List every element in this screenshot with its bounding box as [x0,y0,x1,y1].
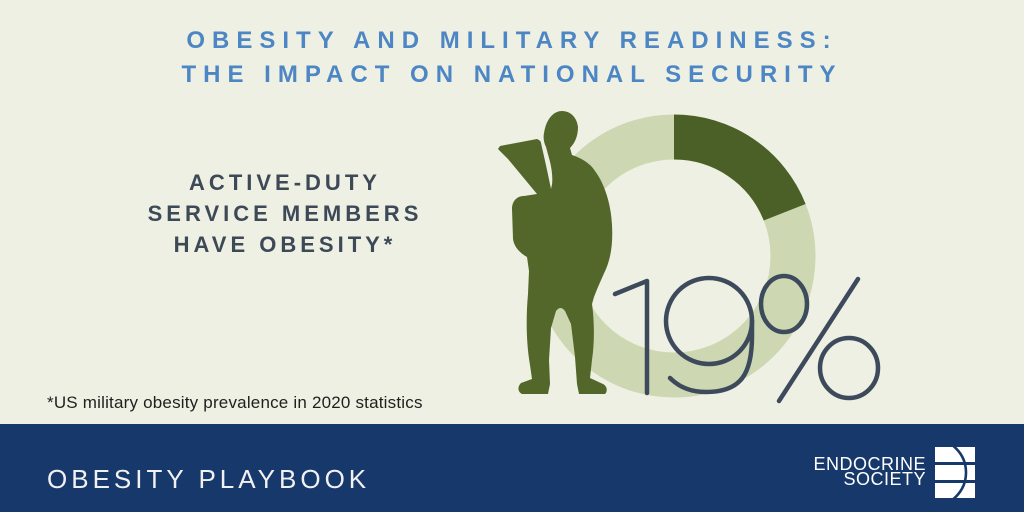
footer-bar: OBESITY PLAYBOOK ENDOCRINE SOCIETY [0,424,1024,512]
percent-top-circle [758,273,810,335]
stat-line-1: ACTIVE-DUTY [189,170,381,195]
stat-line-2: SERVICE MEMBERS [147,201,423,226]
percent-slash [776,276,861,404]
playbook-label: OBESITY PLAYBOOK [47,463,371,494]
logo-wordmark: ENDOCRINE SOCIETY [813,454,926,489]
page-title: OBESITY AND MILITARY READINESS: THE IMPA… [0,24,1024,92]
stat-line-3: HAVE OBESITY* [173,232,397,257]
percent-value [612,273,881,404]
percent-bottom-circle [817,335,881,401]
title-line-2: THE IMPACT ON NATIONAL SECURITY [181,61,843,88]
footnote: *US military obesity prevalence in 2020 … [47,393,423,412]
digit-1 [612,278,650,396]
digit-9-tail [667,318,755,395]
endocrine-society-logo: ENDOCRINE SOCIETY [813,446,975,498]
soldier-silhouette-icon [498,111,613,394]
stat-text: ACTIVE-DUTY SERVICE MEMBERS HAVE OBESITY… [118,167,452,260]
title-line-1: OBESITY AND MILITARY READINESS: [186,27,838,54]
endocrine-society-mark-icon [935,446,975,498]
donut-arc [532,114,816,398]
logo-line-society: SOCIETY [843,469,926,489]
logo-line-endocrine: ENDOCRINE [813,454,926,474]
